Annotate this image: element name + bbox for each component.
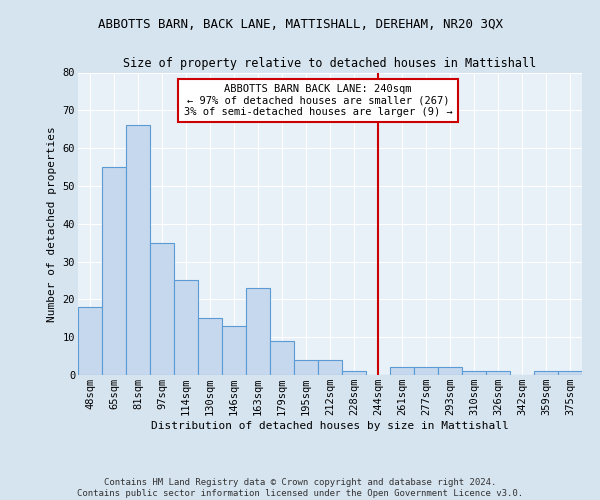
Y-axis label: Number of detached properties: Number of detached properties (47, 126, 57, 322)
Bar (390, 368, 414, 375)
Bar (438, 368, 462, 375)
Text: Contains HM Land Registry data © Crown copyright and database right 2024.
Contai: Contains HM Land Registry data © Crown c… (77, 478, 523, 498)
Bar (198, 318, 222, 375)
Title: Size of property relative to detached houses in Mattishall: Size of property relative to detached ho… (124, 57, 536, 70)
Text: ABBOTTS BARN BACK LANE: 240sqm
← 97% of detached houses are smaller (267)
3% of : ABBOTTS BARN BACK LANE: 240sqm ← 97% of … (184, 84, 452, 117)
Bar (462, 371, 486, 375)
Bar (246, 288, 270, 375)
Bar (222, 326, 246, 375)
Bar (318, 360, 342, 375)
Bar (294, 360, 318, 375)
Bar (150, 242, 174, 375)
Bar (270, 341, 294, 375)
Bar (102, 167, 126, 375)
X-axis label: Distribution of detached houses by size in Mattishall: Distribution of detached houses by size … (151, 421, 509, 431)
Text: ABBOTTS BARN, BACK LANE, MATTISHALL, DEREHAM, NR20 3QX: ABBOTTS BARN, BACK LANE, MATTISHALL, DER… (97, 18, 503, 30)
Bar (78, 307, 102, 375)
Bar (558, 371, 582, 375)
Bar (126, 126, 150, 375)
Bar (342, 371, 366, 375)
Bar (414, 368, 438, 375)
Bar (486, 371, 510, 375)
Bar (534, 371, 558, 375)
Bar (174, 280, 198, 375)
